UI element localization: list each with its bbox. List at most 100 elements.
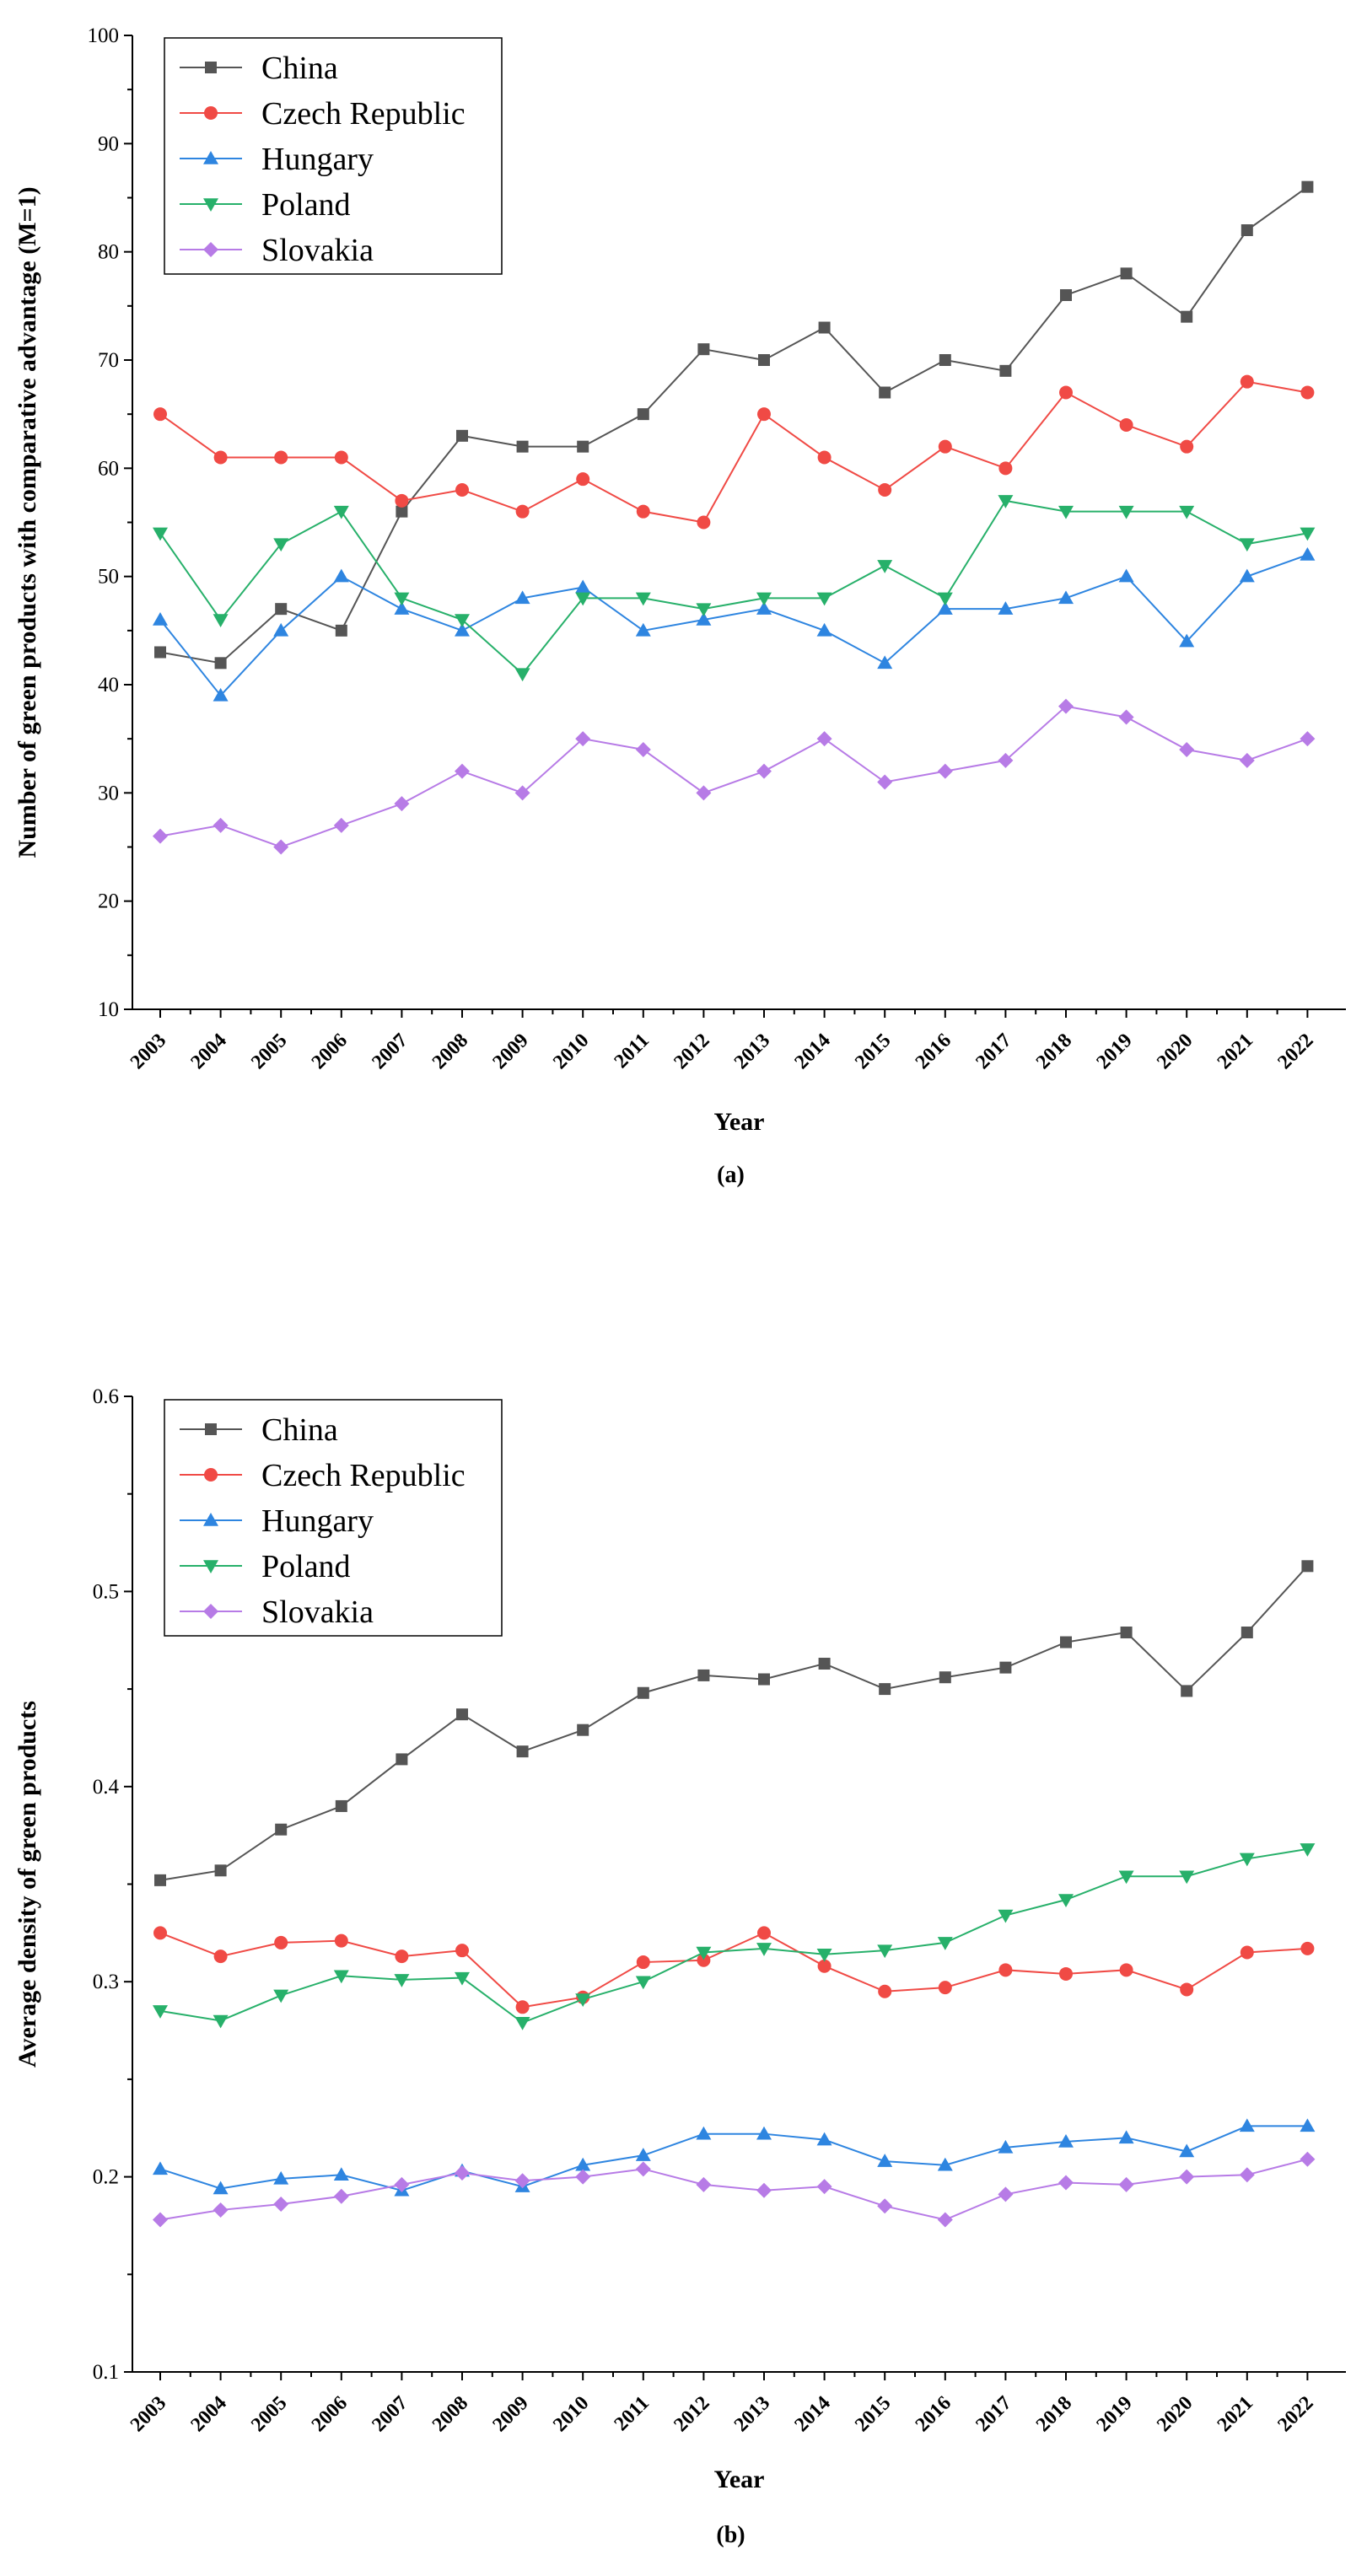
data-point	[998, 495, 1014, 508]
data-point	[937, 592, 953, 606]
data-point	[999, 1661, 1012, 1674]
data-point	[635, 622, 651, 637]
legend-marker	[203, 1513, 218, 1526]
data-point	[816, 1949, 832, 1962]
legend-marker	[203, 1560, 218, 1573]
data-point	[636, 1955, 650, 1970]
y-tick-label: 20	[98, 890, 119, 913]
data-point	[756, 2182, 772, 2198]
data-point	[1118, 505, 1134, 519]
legend-label: Poland	[261, 187, 351, 223]
y-tick-label: 0.4	[93, 1776, 120, 1799]
data-point	[696, 2176, 712, 2192]
data-point	[1058, 2175, 1074, 2191]
data-point	[998, 1963, 1013, 1977]
data-point	[1181, 310, 1193, 323]
legend-box	[164, 1399, 503, 1637]
data-point	[154, 1874, 166, 1886]
data-point	[153, 2005, 168, 2019]
data-point	[1179, 2143, 1195, 2158]
data-point	[696, 2126, 712, 2140]
data-point	[456, 429, 468, 442]
data-point	[153, 612, 168, 626]
data-point	[455, 622, 470, 637]
data-point	[1181, 1685, 1193, 1697]
y-tick-label: 60	[98, 457, 119, 480]
series-line	[159, 186, 1308, 664]
data-point	[877, 560, 893, 573]
series-china	[154, 1560, 1314, 1886]
legend-label: Czech Republic	[261, 96, 466, 132]
data-point	[757, 407, 771, 422]
data-point	[395, 1949, 409, 1964]
legend: China Czech Republic Hungary Poland Slovakia	[164, 37, 503, 275]
data-point	[273, 2196, 289, 2212]
data-point	[213, 1949, 228, 1964]
data-point	[1118, 568, 1134, 583]
y-tick-label: 10	[98, 998, 119, 1021]
data-point	[756, 592, 772, 606]
data-point	[153, 828, 168, 844]
data-point	[333, 2167, 349, 2181]
data-point	[635, 742, 651, 757]
data-point	[1119, 1963, 1133, 1977]
series-line	[159, 1565, 1309, 1881]
data-point	[938, 439, 952, 454]
y-tick-label: 100	[88, 24, 120, 47]
data-point	[636, 504, 650, 519]
data-point	[273, 538, 289, 552]
data-point	[937, 2157, 953, 2171]
data-point	[274, 450, 288, 465]
data-point	[333, 1970, 349, 1984]
data-point	[213, 2014, 229, 2029]
data-point	[396, 1753, 408, 1766]
series-hungary	[153, 2118, 1316, 2197]
data-point	[335, 624, 347, 637]
data-point	[818, 321, 831, 334]
data-point	[1179, 2169, 1195, 2185]
data-point	[1180, 439, 1194, 454]
data-point	[818, 1658, 831, 1670]
y-tick-label: 40	[98, 674, 119, 696]
legend-label: Slovakia	[261, 1595, 374, 1630]
data-point	[756, 763, 772, 779]
data-point	[635, 2148, 651, 2161]
data-point	[635, 1976, 651, 1990]
data-point	[1239, 1853, 1255, 1867]
data-point	[395, 493, 409, 508]
data-point	[998, 601, 1014, 615]
y-axis-title: Number of green products with comparativ…	[13, 186, 41, 858]
data-point	[937, 1937, 953, 1950]
data-point	[998, 461, 1013, 476]
data-point	[213, 450, 228, 465]
data-point	[514, 590, 530, 605]
series-line	[159, 1847, 1308, 2024]
data-point	[575, 2157, 591, 2171]
data-point	[575, 592, 591, 606]
y-axis-title: Average density of green products	[13, 1701, 41, 2068]
data-point	[816, 622, 832, 637]
data-point	[816, 592, 832, 606]
series-hungary	[153, 547, 1316, 702]
legend-marker	[204, 106, 218, 120]
data-point	[273, 622, 289, 637]
data-point	[515, 504, 530, 519]
data-point	[697, 515, 711, 530]
legend-label: Slovakia	[261, 233, 374, 268]
data-point	[153, 2161, 168, 2175]
data-point	[514, 2017, 530, 2030]
data-point	[333, 568, 349, 583]
data-point	[516, 440, 529, 453]
data-point	[817, 1959, 832, 1973]
legend-marker	[203, 151, 218, 164]
data-point	[878, 483, 892, 497]
data-point	[635, 2161, 651, 2177]
data-point	[333, 505, 349, 519]
data-point	[214, 1864, 227, 1877]
data-point	[153, 1926, 167, 1940]
data-point	[1118, 2176, 1134, 2192]
data-point	[1241, 224, 1253, 236]
data-point	[697, 1953, 711, 1967]
data-point	[697, 343, 710, 356]
data-point	[514, 2173, 530, 2189]
